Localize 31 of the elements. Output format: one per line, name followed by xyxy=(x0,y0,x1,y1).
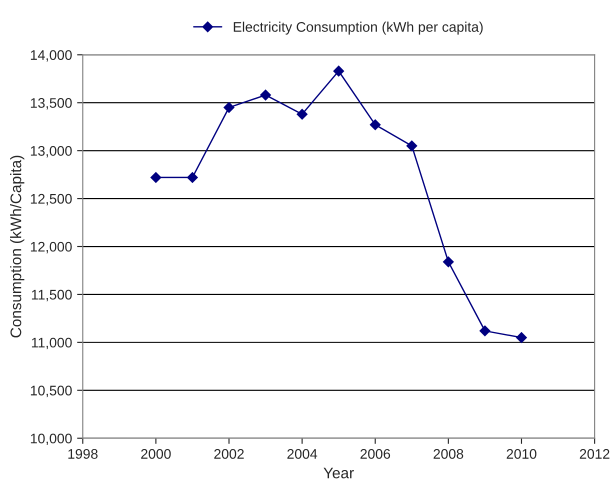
x-axis-title: Year xyxy=(324,468,354,478)
y-tick-label: 11,000 xyxy=(32,338,72,350)
point xyxy=(333,66,344,77)
point xyxy=(260,90,271,100)
point xyxy=(370,119,381,130)
point xyxy=(406,140,418,152)
x-tick-label: 2000 xyxy=(141,449,171,459)
y-axis-title: Consumption (kWh/Capita) xyxy=(10,156,24,338)
point xyxy=(224,102,234,113)
point xyxy=(296,108,308,120)
point xyxy=(479,325,490,336)
point xyxy=(187,172,198,183)
point xyxy=(516,332,527,344)
x-tick-label: 2008 xyxy=(434,449,464,459)
y-tick-label: 11,500 xyxy=(32,290,72,302)
y-tick-label: 10,500 xyxy=(30,386,72,398)
x-tick-label: 2002 xyxy=(214,449,244,459)
x-tick-label: 2010 xyxy=(506,449,536,459)
y-tick-label: 12,000 xyxy=(30,242,72,254)
y-tick-label: 10,000 xyxy=(30,434,72,446)
y-tick-label: 12,500 xyxy=(30,194,72,206)
point xyxy=(150,172,162,183)
y-tick-label: 13,000 xyxy=(30,146,72,158)
x-tick-label: 2004 xyxy=(287,449,318,459)
point xyxy=(442,256,454,268)
x-tick-label: 1998 xyxy=(68,449,98,459)
x-tick-label: 2006 xyxy=(360,449,390,459)
y-tick-label: 13,500 xyxy=(30,98,72,110)
legend-label: Electricity Consumption (kWh per capita) xyxy=(234,22,483,35)
y-tick-label: 14,000 xyxy=(30,50,72,62)
x-tick-label: 2012 xyxy=(580,449,610,459)
